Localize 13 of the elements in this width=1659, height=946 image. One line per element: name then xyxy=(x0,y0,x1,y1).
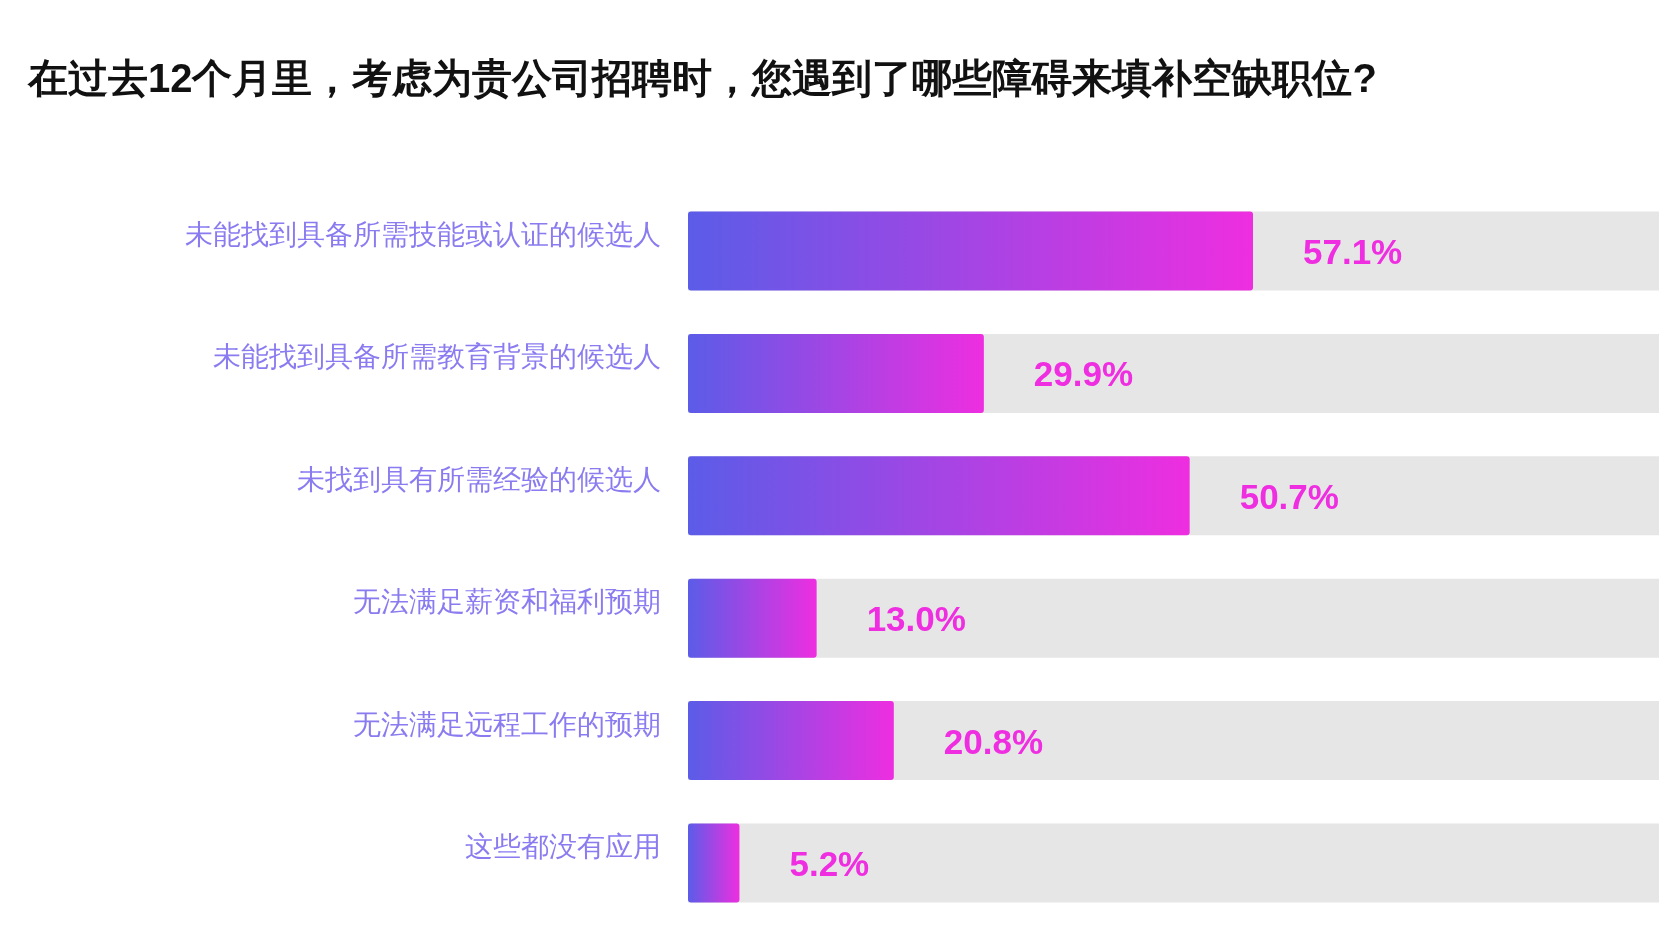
y-tick-label: 无法满足薪资和福利预期 xyxy=(353,586,661,618)
y-tick-label: 无法满足远程工作的预期 xyxy=(353,708,661,740)
data-label: 57.1% xyxy=(1303,232,1403,271)
data-label: 20.8% xyxy=(943,721,1044,761)
y-tick-label: 未能找到具备所需教育背景的候选人 xyxy=(213,341,661,373)
chart-title: 在过去12个月里，考虑为贵公司招聘时，您遇到了哪些障碍来填补空缺职位? xyxy=(27,56,1377,100)
y-tick-label: 未找到具有所需经验的候选人 xyxy=(297,463,661,495)
data-label: 13.0% xyxy=(866,599,966,639)
y-tick-label: 这些都没有应用 xyxy=(465,831,661,862)
data-label: 29.9% xyxy=(1033,354,1134,394)
data-label: 50.7% xyxy=(1239,476,1339,516)
data-label: 5.2% xyxy=(789,844,870,883)
y-tick-label: 未能找到具备所需技能或认证的候选人 xyxy=(185,219,661,250)
